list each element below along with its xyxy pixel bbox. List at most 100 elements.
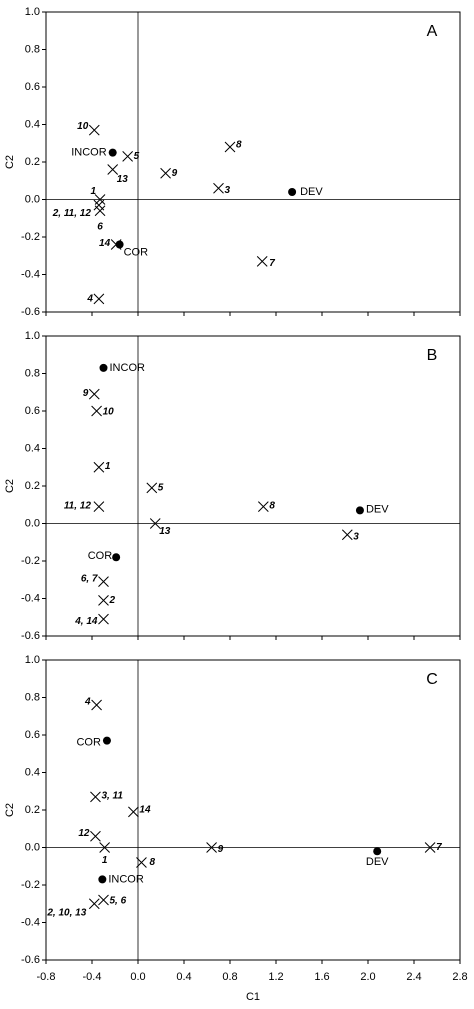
y-axis-label: C2: [4, 479, 16, 493]
point-label: 8: [149, 857, 155, 868]
point-label: 5: [134, 151, 140, 162]
y-tick-label: 0.0: [25, 841, 40, 853]
y-tick-label: 0.2: [25, 480, 40, 492]
y-tick-label: 0.6: [25, 729, 40, 741]
x-tick-label: 2.4: [406, 971, 421, 983]
plot-frame: [45, 11, 461, 313]
point-cross: [93, 501, 105, 512]
point-cross: [149, 518, 161, 529]
y-tick-label: 0.0: [25, 517, 40, 529]
y-tick-label: 0.2: [25, 804, 40, 816]
x-tick-label: 0.8: [222, 971, 237, 983]
point-dot: [288, 188, 297, 196]
point-label: 4: [84, 697, 91, 708]
point-label: 14: [139, 805, 151, 816]
point-label: 5, 6: [110, 896, 127, 907]
point-label: 5: [158, 483, 164, 494]
y-tick-label: -0.6: [21, 630, 40, 642]
y-tick-label: -0.6: [21, 954, 40, 966]
y-tick-label: -0.4: [21, 916, 40, 928]
point-label: 12: [78, 828, 90, 839]
point-cross: [93, 461, 105, 473]
y-tick-label: -0.4: [21, 268, 40, 280]
point-label: 3, 11: [101, 791, 123, 802]
point-label: 9: [83, 388, 89, 399]
y-tick-label: 0.2: [25, 156, 40, 168]
point-cross: [136, 857, 147, 868]
y-tick-label: 0.8: [25, 691, 40, 703]
panel-label: B: [427, 347, 438, 364]
point-label: 6: [97, 221, 103, 232]
x-axis-label: C1: [246, 991, 260, 1003]
point-label: 2: [109, 595, 116, 606]
point-dot: [112, 553, 121, 562]
point-label: DEV: [366, 856, 389, 868]
point-cross: [88, 388, 100, 400]
panel-label: C: [426, 671, 438, 688]
point-label: 4: [86, 294, 93, 305]
point-cross: [98, 894, 109, 906]
point-label: 9: [218, 844, 224, 855]
point-dot: [108, 148, 117, 157]
point-label: 8: [269, 500, 275, 511]
point-label: DEV: [366, 503, 389, 515]
x-tick-label: 2.8: [452, 971, 467, 983]
point-label: 10: [77, 121, 89, 132]
point-label: COR: [124, 246, 149, 258]
point-label: DEV: [300, 186, 323, 198]
point-cross: [99, 842, 111, 853]
point-dot: [373, 847, 382, 856]
point-label: 10: [103, 407, 115, 418]
point-label: 6, 7: [81, 573, 98, 584]
y-tick-label: 0.4: [25, 442, 40, 454]
point-cross: [107, 164, 119, 175]
point-cross: [94, 205, 106, 217]
point-cross: [160, 167, 171, 179]
point-label: 3: [353, 531, 359, 542]
point-cross: [98, 595, 109, 606]
point-cross: [224, 141, 236, 153]
y-tick-label: 1.0: [25, 6, 40, 18]
point-cross: [98, 576, 109, 587]
y-tick-label: -0.2: [21, 231, 40, 243]
point-label: 13: [159, 526, 171, 537]
x-tick-label: 0.0: [130, 971, 145, 983]
x-tick-label: -0.4: [83, 971, 102, 983]
y-tick-label: -0.2: [21, 879, 40, 891]
point-label: COR: [88, 550, 113, 562]
point-label: 1: [105, 461, 111, 472]
y-tick-label: 0.8: [25, 43, 40, 55]
point-label: 13: [117, 174, 129, 185]
y-tick-label: -0.2: [21, 555, 40, 567]
y-tick-label: 0.0: [25, 193, 40, 205]
point-cross: [88, 898, 100, 910]
point-dot: [355, 506, 364, 515]
point-label: 3: [225, 185, 231, 196]
y-axis-label: C2: [4, 803, 16, 817]
x-tick-label: 2.0: [360, 971, 375, 983]
point-cross: [341, 529, 353, 541]
x-tick-label: 1.6: [314, 971, 329, 983]
plot-frame: [45, 659, 461, 961]
point-label: 9: [172, 168, 178, 179]
point-cross: [128, 806, 139, 818]
y-tick-label: 1.0: [25, 330, 40, 342]
point-cross: [257, 501, 269, 512]
point-dot: [98, 875, 107, 884]
point-cross: [90, 791, 101, 803]
point-cross: [146, 482, 158, 494]
x-tick-label: -0.8: [37, 971, 56, 983]
y-tick-label: 0.4: [25, 118, 40, 130]
x-tick-label: 1.2: [268, 971, 283, 983]
point-label: 7: [269, 258, 275, 269]
point-label: 14: [99, 238, 111, 249]
plot-frame: [45, 335, 461, 637]
point-cross: [91, 699, 102, 711]
point-label: 2, 10, 13: [46, 907, 86, 918]
point-label: 8: [236, 140, 242, 151]
point-cross: [90, 830, 101, 842]
point-cross: [98, 613, 109, 625]
point-cross: [206, 842, 217, 853]
y-tick-label: 0.6: [25, 81, 40, 93]
